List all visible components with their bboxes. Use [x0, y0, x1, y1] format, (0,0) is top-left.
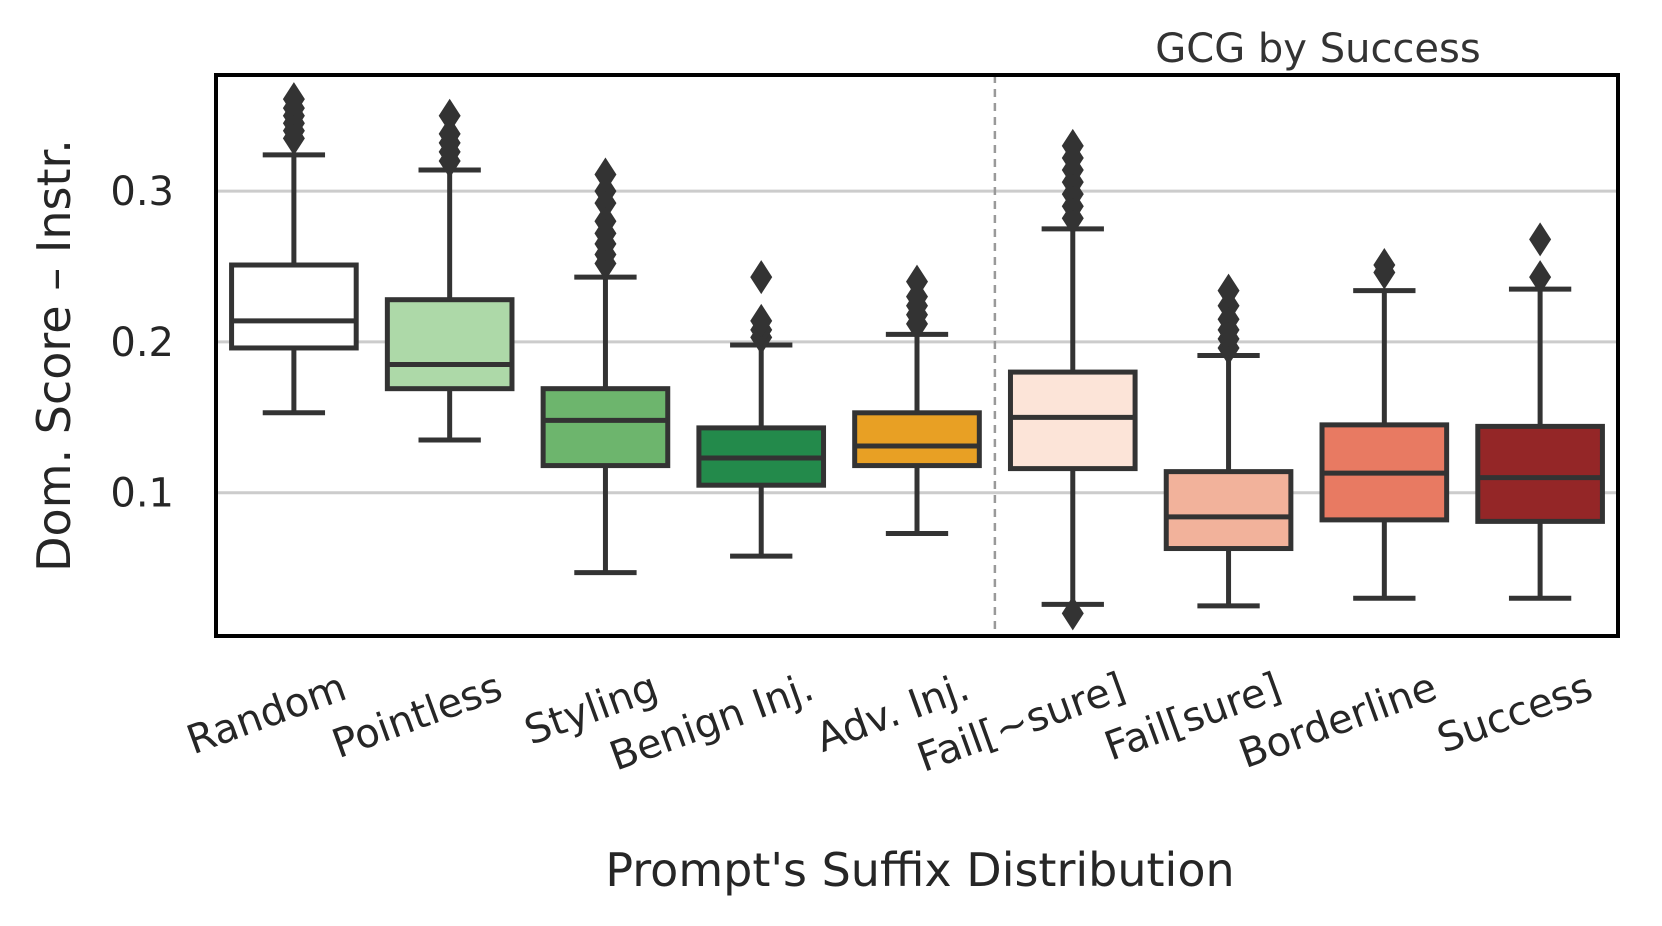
box-pointless: [384, 98, 515, 443]
box-styling: [540, 157, 671, 576]
outlier-point: [906, 264, 928, 299]
outlier-point: [1373, 248, 1396, 283]
outlier-point: [594, 204, 617, 239]
y-axis-label: Dom. Score – Instr.: [27, 139, 81, 572]
outlier-point: [750, 260, 773, 295]
x-axis-label: Prompt's Suffix Distribution: [605, 843, 1234, 897]
boxes: [229, 82, 1605, 631]
outlier-point: [438, 116, 461, 151]
y-tick-label: 0.2: [110, 320, 174, 366]
x-tick-label: Pointless: [326, 664, 508, 768]
box-fail-sure: [1163, 273, 1294, 609]
x-tick-label: Success: [1431, 664, 1598, 762]
y-tick-labels: 0.1 0.2 0.3: [110, 169, 174, 517]
outlier-point: [594, 157, 617, 192]
outlier-point: [1529, 222, 1552, 257]
outlier-point: [1217, 273, 1240, 308]
box-iqr: [1007, 369, 1138, 472]
outlier-point: [282, 82, 305, 117]
box-benign-inj: [696, 260, 827, 559]
outlier-point: [1529, 260, 1552, 295]
box-iqr: [229, 262, 359, 351]
box-iqr: [540, 386, 671, 469]
box-adv-inj: [852, 264, 982, 536]
plot-frame: [214, 73, 1620, 638]
outlier-point: [1061, 128, 1084, 163]
box-iqr: [1163, 469, 1294, 552]
group-annotation: GCG by Success: [1155, 26, 1480, 72]
x-tick-label: Random: [181, 664, 352, 764]
box-borderline: [1319, 248, 1450, 601]
y-tick-label: 0.1: [110, 471, 174, 517]
box-random: [229, 82, 359, 416]
box-fail-sure: [1007, 128, 1138, 631]
box-iqr: [384, 297, 515, 392]
box-success: [1475, 222, 1605, 601]
box-iqr: [852, 410, 982, 469]
outlier-point: [750, 303, 773, 338]
outlier-point: [1061, 596, 1084, 631]
y-tick-label: 0.3: [110, 169, 174, 215]
box-iqr: [1475, 423, 1605, 524]
outlier-point: [438, 98, 461, 133]
